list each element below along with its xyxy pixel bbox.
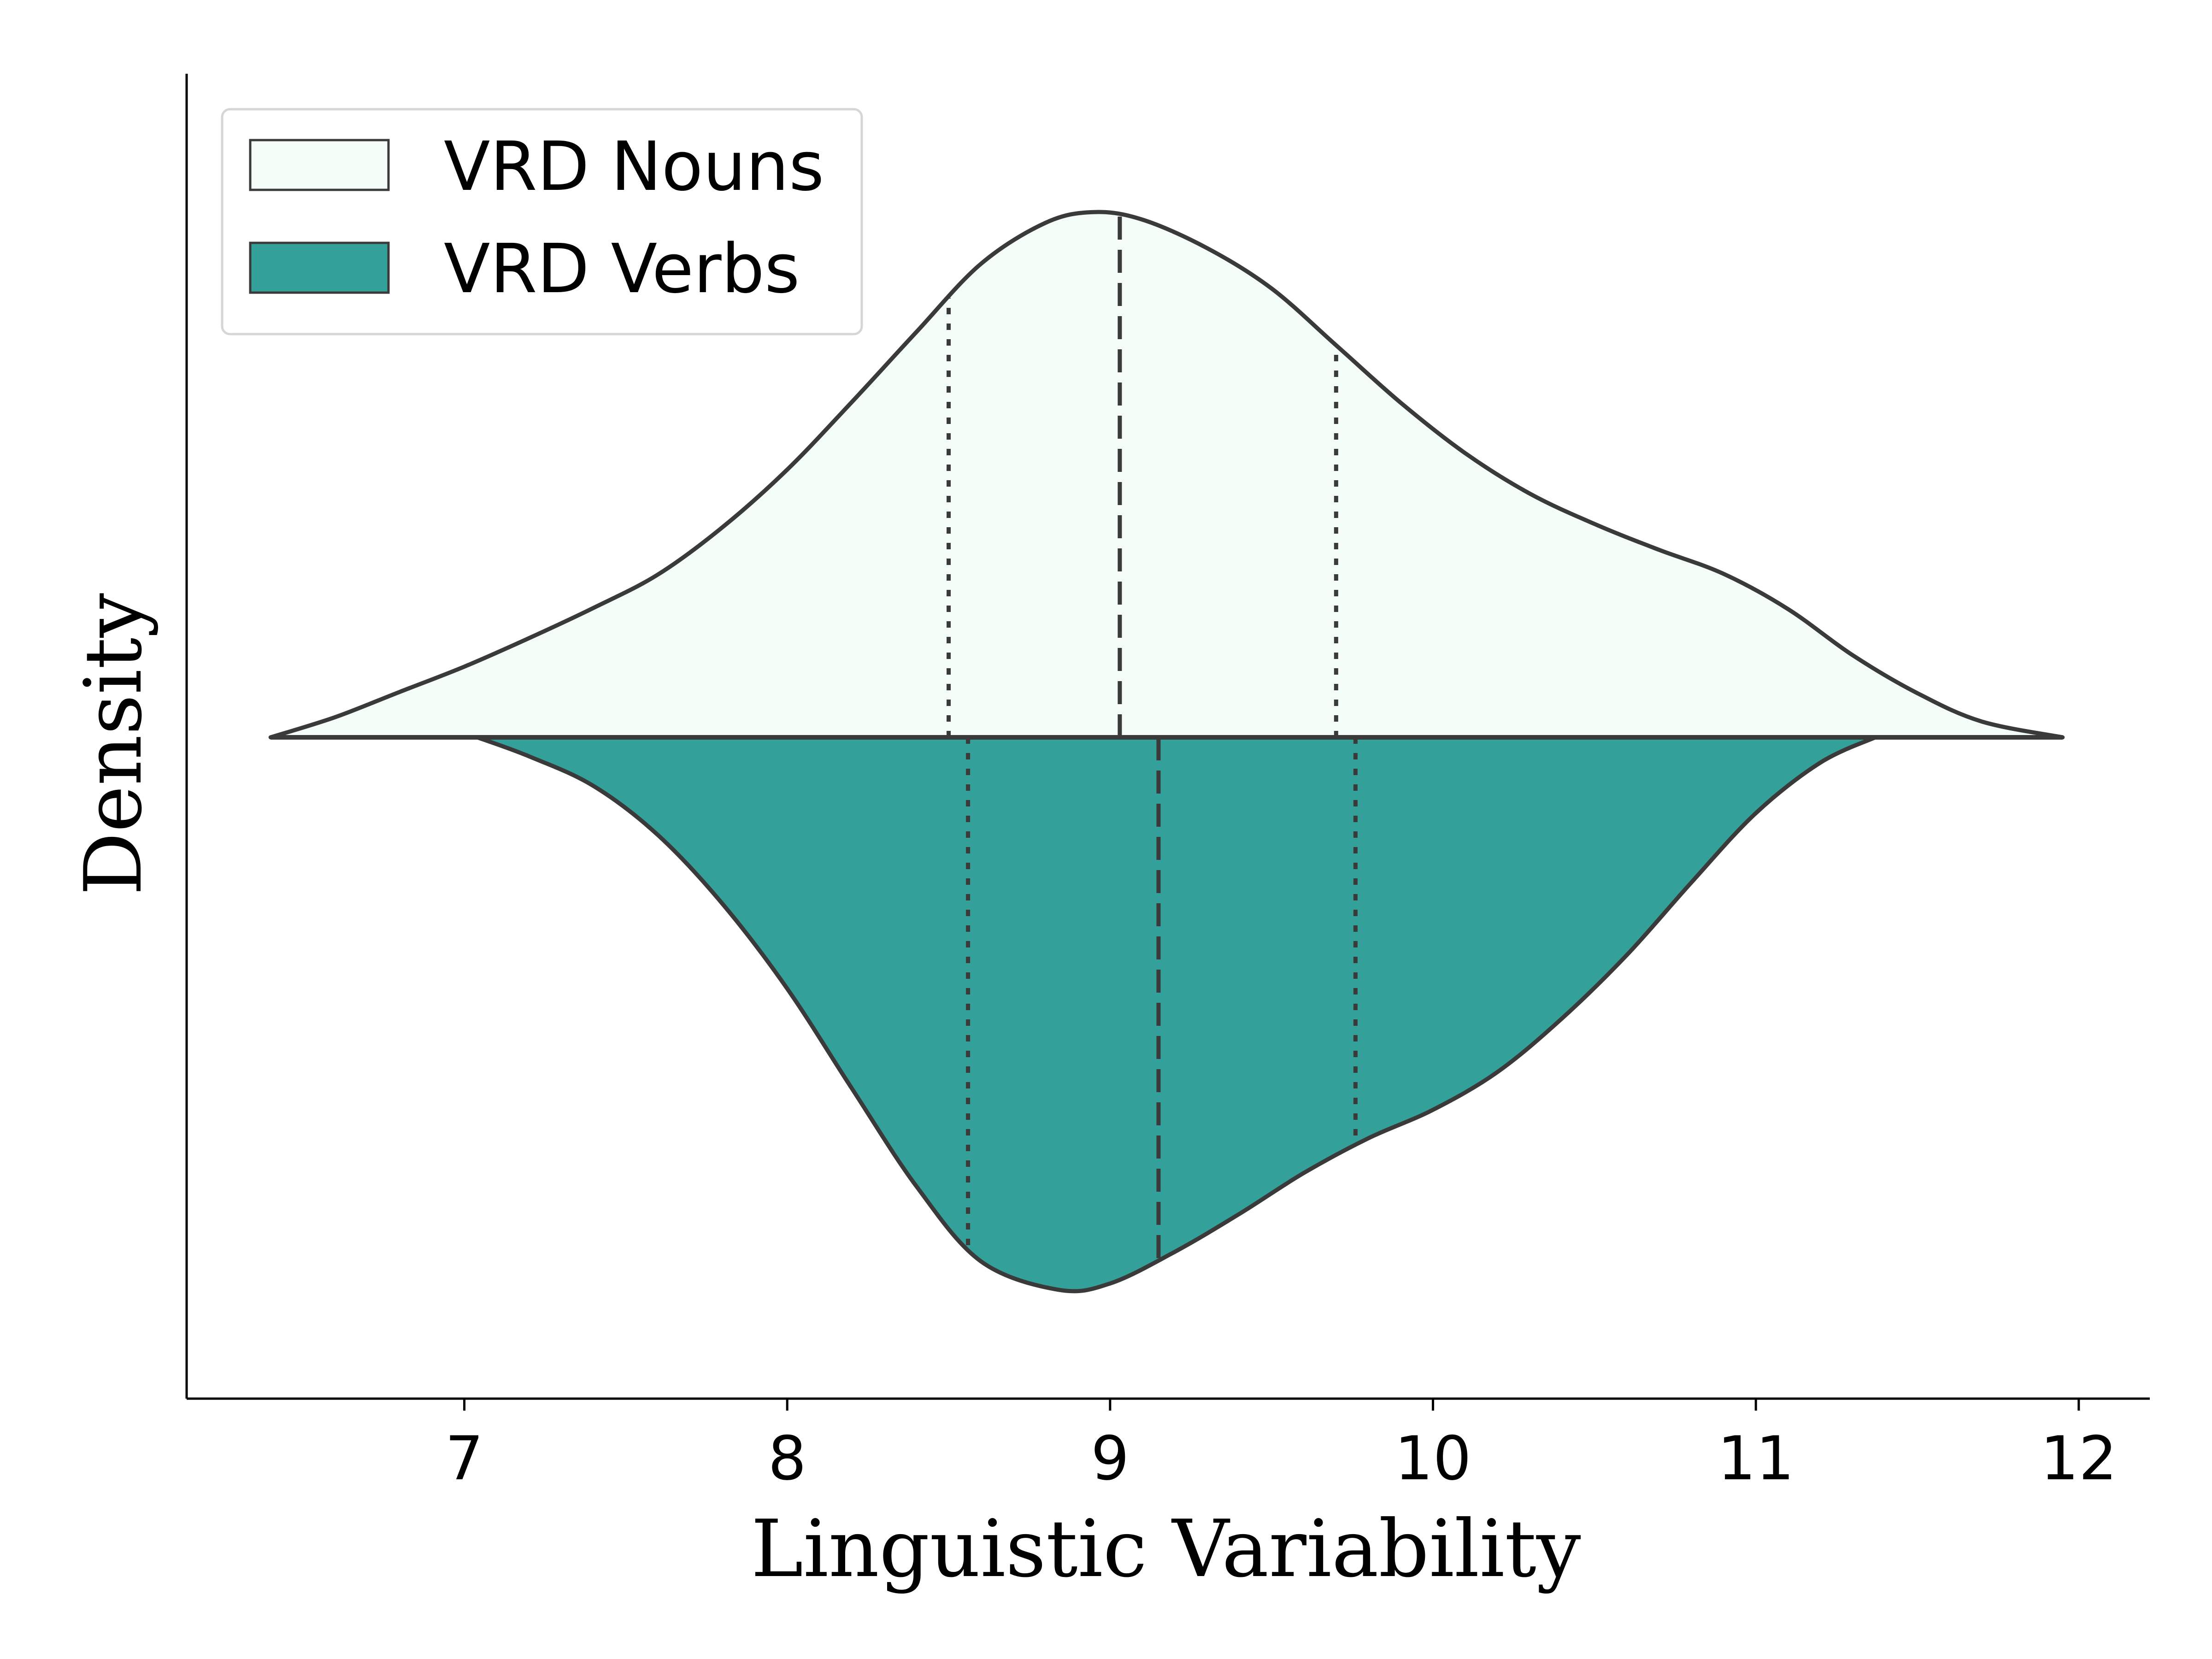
legend: VRD Nouns VRD Verbs (221, 108, 863, 335)
y-axis-title: Density (68, 593, 159, 896)
violin-half-vrd-nouns (268, 210, 2065, 740)
x-tick-label: 9 (1091, 1423, 1129, 1494)
x-tick-label: 7 (445, 1423, 483, 1494)
axes-layer: 7 8 9 10 11 12 (185, 74, 2150, 1494)
legend-label-verbs: VRD Verbs (444, 229, 800, 308)
violin-half-vrd-verbs (475, 735, 1877, 1294)
plot-layer (268, 210, 2065, 1294)
legend-swatch-nouns (249, 139, 390, 191)
x-axis-title: Linguistic Variability (751, 1503, 1581, 1595)
x-tick-label: 11 (1718, 1423, 1794, 1494)
x-tick-label: 12 (2041, 1423, 2118, 1494)
legend-label-nouns: VRD Nouns (444, 127, 824, 206)
legend-swatch-verbs (249, 241, 390, 294)
x-tick-label: 8 (768, 1423, 806, 1494)
x-tick-label: 10 (1394, 1423, 1471, 1494)
